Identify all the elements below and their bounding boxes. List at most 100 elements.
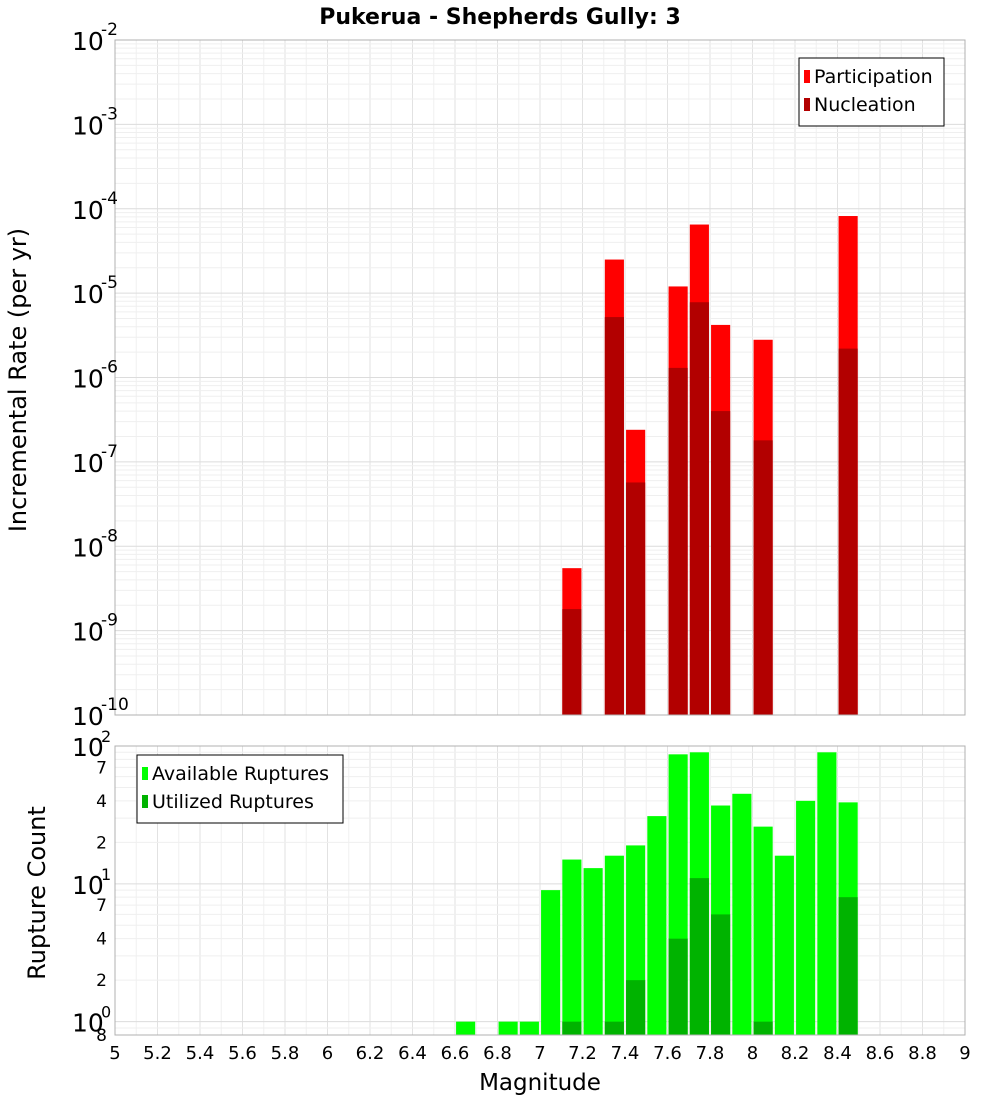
- bottom-y-axis-label: Rupture Count: [23, 806, 51, 980]
- chart-title: Pukerua - Shepherds Gully: 3: [319, 5, 681, 30]
- plot-frame: [114, 745, 966, 1036]
- bar-nucleation: [753, 440, 773, 715]
- bar-utilized-ruptures: [838, 897, 858, 1035]
- x-tick-label: 5.8: [271, 1043, 300, 1064]
- rate-chart: 10-1010-910-810-710-610-510-410-310-2Par…: [72, 20, 966, 731]
- x-tick-label: 9: [959, 1043, 970, 1064]
- x-axis-label: Magnitude: [479, 1070, 601, 1096]
- x-tick-label: 8.6: [866, 1043, 895, 1064]
- bar-utilized-ruptures: [753, 1021, 773, 1035]
- bar-available-ruptures: [753, 826, 773, 1035]
- y-tick-exponent: -5: [101, 273, 118, 293]
- x-tick-label: 6.8: [483, 1043, 512, 1064]
- bar-nucleation: [689, 302, 709, 715]
- y-tick-exponent: 1: [101, 865, 111, 884]
- x-tick-label: 6.6: [441, 1043, 470, 1064]
- y-tick-base: 10: [72, 365, 104, 394]
- y-tick-base: 10: [72, 618, 104, 647]
- bottom-legend-swatch: [142, 795, 148, 808]
- bar-nucleation: [604, 317, 624, 715]
- bottom-legend-swatch: [142, 767, 148, 780]
- y-tick-base: 10: [72, 1009, 104, 1038]
- y-tick-exponent: -3: [101, 104, 118, 124]
- y-tick-base: 10: [72, 449, 104, 478]
- bar-available-ruptures: [541, 890, 561, 1035]
- y-tick-exponent: -2: [101, 20, 118, 40]
- bar-available-ruptures: [519, 1021, 539, 1035]
- bar-nucleation: [668, 367, 688, 715]
- plot-frame: [114, 39, 966, 716]
- x-tick-label: 5.2: [143, 1043, 172, 1064]
- bar-available-ruptures: [732, 793, 752, 1035]
- x-tick-label: 5.6: [228, 1043, 257, 1064]
- bar-utilized-ruptures: [626, 980, 646, 1035]
- x-tick-label: 6.2: [356, 1043, 385, 1064]
- y-tick-minor: 2: [96, 971, 107, 991]
- y-tick-minor: 8: [96, 1026, 107, 1046]
- bar-utilized-ruptures: [562, 1021, 582, 1035]
- bar-utilized-ruptures: [689, 878, 709, 1035]
- y-tick-base: 10: [72, 111, 104, 140]
- bottom-legend-entry: Utilized Ruptures: [152, 791, 314, 813]
- y-tick-exponent: -9: [101, 611, 118, 631]
- bottom-legend-entry: Available Ruptures: [152, 763, 329, 785]
- bar-available-ruptures: [774, 855, 794, 1035]
- bar-nucleation: [711, 411, 731, 715]
- x-tick-label: 8.8: [908, 1043, 937, 1064]
- bar-utilized-ruptures: [711, 914, 731, 1035]
- y-tick-base: 10: [72, 533, 104, 562]
- y-tick-exponent: -7: [101, 442, 118, 462]
- bar-available-ruptures: [796, 800, 816, 1035]
- top-legend-swatch: [804, 98, 810, 111]
- y-tick-exponent: -4: [101, 189, 118, 209]
- x-tick-label: 7.4: [611, 1043, 640, 1064]
- top-legend-box: [798, 57, 945, 127]
- y-tick-base: 10: [72, 280, 104, 309]
- bar-available-ruptures: [562, 859, 582, 1035]
- bar-nucleation: [838, 348, 858, 715]
- x-tick-label: 5: [109, 1043, 120, 1064]
- y-tick-exponent: -10: [101, 695, 129, 715]
- bar-available-ruptures: [583, 868, 603, 1035]
- y-tick-base: 10: [72, 196, 104, 225]
- bar-nucleation: [562, 609, 582, 715]
- bar-available-ruptures: [498, 1021, 518, 1035]
- x-tick-label: 7.8: [696, 1043, 725, 1064]
- y-tick-exponent: -6: [101, 358, 118, 378]
- x-tick-label: 8.2: [781, 1043, 810, 1064]
- bar-nucleation: [626, 482, 646, 715]
- bar-available-ruptures: [647, 816, 667, 1035]
- bottom-legend-box: [136, 754, 344, 824]
- top-legend-swatch: [804, 70, 810, 83]
- y-tick-base: 10: [72, 702, 104, 731]
- bar-available-ruptures: [456, 1021, 476, 1035]
- x-tick-label: 5.4: [186, 1043, 215, 1064]
- x-tick-label: 7: [534, 1043, 545, 1064]
- y-tick-exponent: 2: [101, 727, 111, 746]
- top-legend-entry: Nucleation: [814, 94, 916, 116]
- x-tick-label: 6.4: [398, 1043, 427, 1064]
- x-tick-label: 8: [747, 1043, 758, 1064]
- y-tick-minor: 7: [96, 758, 107, 778]
- bar-available-ruptures: [817, 752, 837, 1035]
- y-tick-base: 10: [72, 733, 104, 762]
- y-tick-exponent: -8: [101, 526, 118, 546]
- x-tick-label: 8.4: [823, 1043, 852, 1064]
- y-tick-minor: 7: [96, 896, 107, 916]
- y-tick-exponent: 0: [101, 1003, 111, 1022]
- bar-utilized-ruptures: [668, 938, 688, 1035]
- y-tick-minor: 4: [96, 930, 107, 950]
- top-legend-entry: Participation: [814, 66, 933, 88]
- bar-available-ruptures: [604, 855, 624, 1035]
- x-tick-label: 7.6: [653, 1043, 682, 1064]
- bar-utilized-ruptures: [604, 1021, 624, 1035]
- y-tick-base: 10: [72, 871, 104, 900]
- top-y-axis-label: Incremental Rate (per yr): [4, 228, 32, 532]
- y-tick-base: 10: [72, 27, 104, 56]
- y-tick-minor: 4: [96, 792, 107, 812]
- x-tick-label: 6: [322, 1043, 333, 1064]
- y-tick-minor: 2: [96, 833, 107, 853]
- x-tick-label: 7.2: [568, 1043, 597, 1064]
